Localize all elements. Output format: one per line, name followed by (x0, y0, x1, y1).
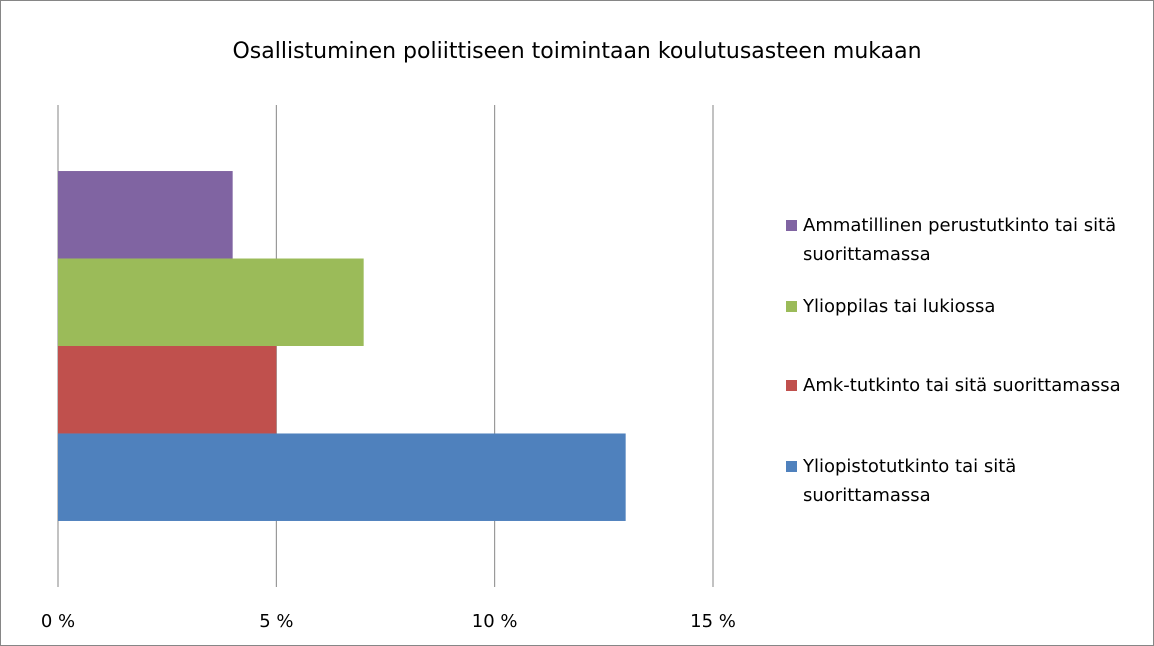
legend-label: Ylioppilas tai lukiossa (803, 296, 996, 317)
chart-title: Osallistuminen poliittiseen toimintaan k… (232, 39, 921, 64)
legend-swatch (786, 220, 797, 231)
bar (58, 258, 364, 346)
bar (58, 346, 277, 434)
x-tick-label: 5 % (259, 611, 293, 632)
legend-item: Yliopistotutkinto tai sitä suorittamassa (786, 452, 1146, 510)
legend-label: Ammatillinen perustutkinto tai sitä suor… (803, 215, 1117, 265)
bar (58, 171, 233, 259)
legend-item: Ylioppilas tai lukiossa (786, 292, 1146, 321)
legend-swatch (786, 380, 797, 391)
legend-label: Yliopistotutkinto tai sitä suorittamassa (803, 456, 1017, 506)
legend-item: Amk-tutkinto tai sitä suorittamassa (786, 371, 1146, 400)
legend-swatch (786, 301, 797, 312)
bar (58, 433, 626, 521)
legend-label: Amk-tutkinto tai sitä suorittamassa (803, 375, 1121, 396)
x-tick-label: 0 % (41, 611, 75, 632)
x-tick-label: 10 % (472, 611, 518, 632)
legend-item: Ammatillinen perustutkinto tai sitä suor… (786, 211, 1146, 269)
legend-swatch (786, 461, 797, 472)
x-tick-label: 15 % (690, 611, 736, 632)
